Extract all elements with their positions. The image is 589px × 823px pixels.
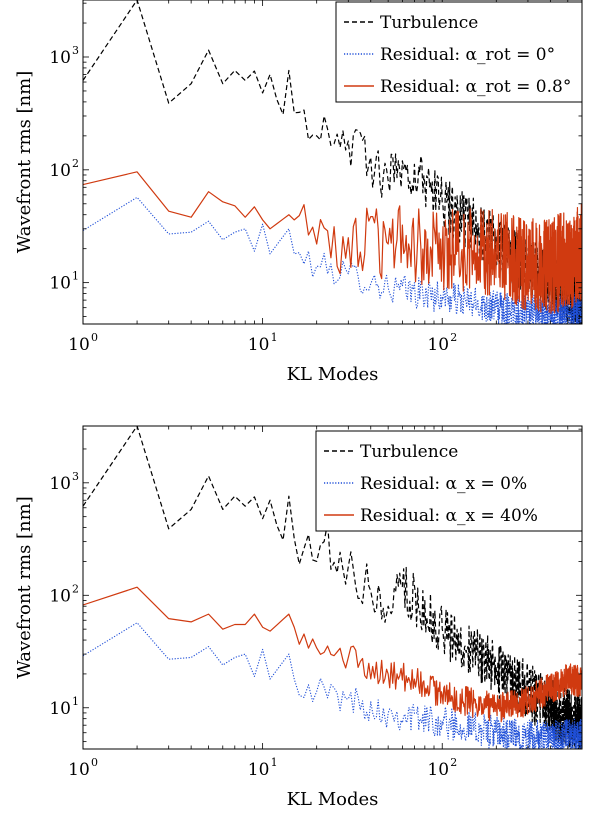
legend-entry-label: Residual: α_rot = 0.8° [380,77,571,97]
y-tick-label-exponent: 1 [72,695,79,708]
axes-frame [82,0,583,325]
y-tick-label-exponent: 2 [72,582,79,595]
x-tick-label-exponent: 2 [450,756,457,769]
y-tick-label-exponent: 2 [72,157,79,170]
plot-area [83,0,582,324]
x-tick-label: 10 [68,760,90,780]
y-axis-label: Wavefront rms [nm] [14,496,35,678]
y-tick-label-exponent: 3 [72,470,79,483]
legend-entry-label: Turbulence [360,442,458,462]
plot-area [83,426,582,749]
legend: Turbulence Residual: α_x = 0% Residual: α_… [315,430,583,532]
y-tick-label: 10 [49,161,71,181]
series-line-3 [83,171,582,314]
series-line-3 [83,586,582,723]
x-tick-label-exponent: 1 [271,331,278,344]
x-axis-label: KL Modes [287,789,379,810]
legend: Turbulence Residual: α_rot = 0° Residual: … [335,1,583,103]
axes-frame [82,425,583,750]
x-tick-label: 10 [68,335,90,355]
y-tick-label: 10 [49,699,71,719]
y-tick-label: 10 [49,474,71,494]
y-tick-label: 10 [49,48,71,68]
y-tick-label-exponent: 3 [72,44,79,57]
legend-entry-label: Turbulence [380,13,478,33]
y-axis-label: Wavefront rms [nm] [14,71,35,253]
x-tick-label-exponent: 0 [91,756,98,769]
series-line-2 [83,196,582,324]
series-line-2 [83,622,582,749]
legend-entry-label: Residual: α_rot = 0° [380,45,555,65]
x-axis-label: KL Modes [287,364,379,385]
x-tick-label-exponent: 1 [271,756,278,769]
legend-entry-label: Residual: α_x = 40% [360,506,538,526]
x-tick-label: 10 [248,760,270,780]
y-tick-label: 10 [49,274,71,294]
legend-entry-label: Residual: α_x = 0% [360,474,527,494]
series-line-1 [83,426,582,749]
x-tick-label: 10 [427,760,449,780]
x-tick-label: 10 [427,335,449,355]
legend-box [335,1,583,103]
x-tick-label-exponent: 0 [91,331,98,344]
legend-box [315,430,583,532]
y-tick-label-exponent: 1 [72,270,79,283]
x-tick-label: 10 [248,335,270,355]
x-tick-label-exponent: 2 [450,331,457,344]
y-tick-label: 10 [49,586,71,606]
